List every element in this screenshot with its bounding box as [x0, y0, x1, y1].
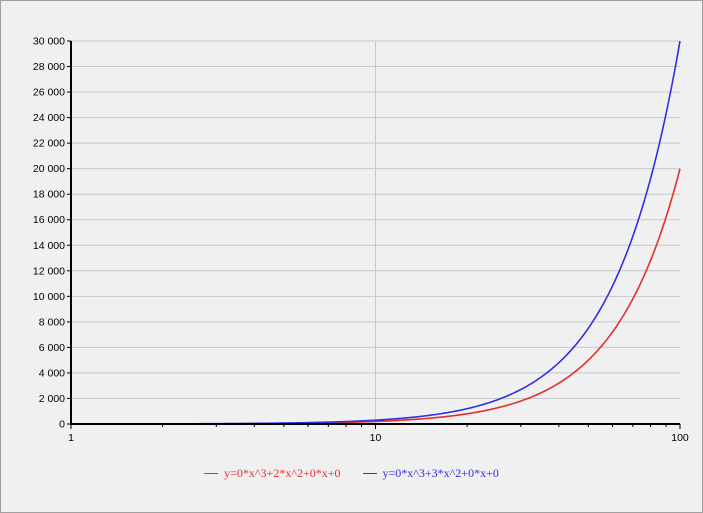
legend-label-series-1: y=0*x^3+2*x^2+0*x+0 — [224, 466, 341, 480]
legend: y=0*x^3+2*x^2+0*x+0 y=0*x^3+3*x^2+0*x+0 — [0, 466, 703, 481]
legend-item-series-1: y=0*x^3+2*x^2+0*x+0 — [204, 466, 341, 481]
y-tick-label: 8 000 — [39, 316, 65, 328]
y-tick-label: 22 000 — [33, 138, 65, 150]
y-tick-label: 28 000 — [33, 61, 65, 73]
legend-swatch-series-2 — [362, 473, 377, 474]
y-tick-label: 2 000 — [39, 393, 65, 405]
y-tick-label: 14 000 — [33, 240, 65, 252]
y-tick-label: 20 000 — [33, 163, 65, 175]
y-tick-label: 12 000 — [33, 265, 65, 277]
y-tick-label: 24 000 — [33, 112, 65, 124]
y-tick-label: 18 000 — [33, 189, 65, 201]
x-tick-labels: 1 10 100 — [68, 432, 689, 444]
y-tick-label: 30 000 — [33, 36, 65, 48]
y-tick-label: 26 000 — [33, 87, 65, 99]
x-tick-label: 10 — [370, 432, 382, 444]
x-tick-label: 1 — [68, 432, 74, 444]
grid-lines — [71, 40, 680, 424]
legend-label-series-2: y=0*x^3+3*x^2+0*x+0 — [382, 466, 499, 480]
legend-item-series-2: y=0*x^3+3*x^2+0*x+0 — [362, 466, 499, 481]
axes — [67, 40, 681, 429]
x-tick-label: 100 — [671, 432, 689, 444]
y-tick-label: 4 000 — [39, 367, 65, 379]
y-tick-label: 0 — [59, 419, 65, 431]
legend-swatch-series-1 — [204, 473, 219, 474]
y-tick-labels: 0 2 000 4 000 6 000 8 000 10 000 12 000 14 000 1… — [33, 36, 65, 431]
y-tick-label: 10 000 — [33, 291, 65, 303]
y-tick-label: 6 000 — [39, 342, 65, 354]
y-tick-label: 16 000 — [33, 214, 65, 226]
